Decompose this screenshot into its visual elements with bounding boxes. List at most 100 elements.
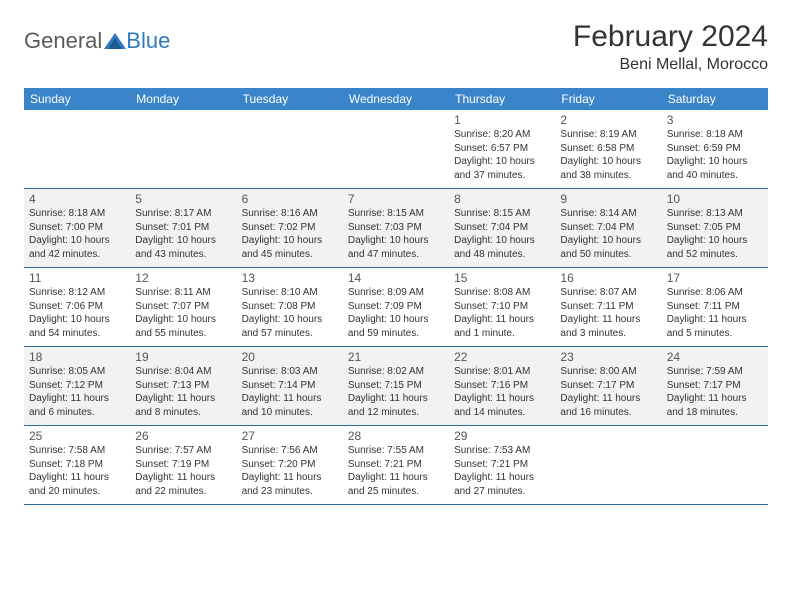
daylight-text: and 45 minutes. [242,248,338,262]
day-label: Saturday [662,88,768,110]
daylight-text: and 38 minutes. [560,169,656,183]
calendar-cell: 7Sunrise: 8:15 AMSunset: 7:03 PMDaylight… [343,189,449,267]
daylight-text: and 59 minutes. [348,327,444,341]
sunset-text: Sunset: 7:11 PM [667,300,763,314]
daylight-text: Daylight: 10 hours [560,155,656,169]
calendar-cell: 27Sunrise: 7:56 AMSunset: 7:20 PMDayligh… [237,426,343,504]
page-header: General Blue February 2024 Beni Mellal, … [24,20,768,74]
day-label: Tuesday [237,88,343,110]
sunset-text: Sunset: 7:14 PM [242,379,338,393]
calendar-cell: 13Sunrise: 8:10 AMSunset: 7:08 PMDayligh… [237,268,343,346]
calendar-cell: 19Sunrise: 8:04 AMSunset: 7:13 PMDayligh… [130,347,236,425]
daylight-text: Daylight: 11 hours [348,471,444,485]
calendar-cell: 1Sunrise: 8:20 AMSunset: 6:57 PMDaylight… [449,110,555,188]
day-number: 8 [454,192,550,206]
day-number: 5 [135,192,231,206]
daylight-text: and 43 minutes. [135,248,231,262]
sunset-text: Sunset: 7:18 PM [29,458,125,472]
calendar-cell: 25Sunrise: 7:58 AMSunset: 7:18 PMDayligh… [24,426,130,504]
sunrise-text: Sunrise: 8:07 AM [560,286,656,300]
daylight-text: and 40 minutes. [667,169,763,183]
daylight-text: Daylight: 11 hours [667,392,763,406]
daylight-text: and 47 minutes. [348,248,444,262]
page-title: February 2024 [573,20,768,54]
daylight-text: and 42 minutes. [29,248,125,262]
logo-text-blue: Blue [126,28,170,54]
sunrise-text: Sunrise: 8:04 AM [135,365,231,379]
calendar-cell: 2Sunrise: 8:19 AMSunset: 6:58 PMDaylight… [555,110,661,188]
sunrise-text: Sunrise: 8:02 AM [348,365,444,379]
calendar-cell [555,426,661,504]
daylight-text: and 37 minutes. [454,169,550,183]
sunrise-text: Sunrise: 8:10 AM [242,286,338,300]
sunset-text: Sunset: 6:58 PM [560,142,656,156]
calendar-cell: 28Sunrise: 7:55 AMSunset: 7:21 PMDayligh… [343,426,449,504]
day-number: 25 [29,429,125,443]
day-number: 14 [348,271,444,285]
sunrise-text: Sunrise: 8:18 AM [29,207,125,221]
sunrise-text: Sunrise: 8:17 AM [135,207,231,221]
day-number: 11 [29,271,125,285]
daylight-text: Daylight: 11 hours [667,313,763,327]
sunset-text: Sunset: 7:21 PM [454,458,550,472]
sunset-text: Sunset: 7:05 PM [667,221,763,235]
daylight-text: Daylight: 11 hours [560,392,656,406]
daylight-text: and 25 minutes. [348,485,444,499]
sunset-text: Sunset: 7:03 PM [348,221,444,235]
day-number: 3 [667,113,763,127]
day-number: 18 [29,350,125,364]
sunset-text: Sunset: 7:04 PM [454,221,550,235]
daylight-text: Daylight: 11 hours [242,392,338,406]
calendar-cell: 10Sunrise: 8:13 AMSunset: 7:05 PMDayligh… [662,189,768,267]
daylight-text: and 8 minutes. [135,406,231,420]
sunrise-text: Sunrise: 8:15 AM [454,207,550,221]
daylight-text: Daylight: 11 hours [454,313,550,327]
calendar-cell [237,110,343,188]
sunrise-text: Sunrise: 8:09 AM [348,286,444,300]
sunset-text: Sunset: 7:01 PM [135,221,231,235]
sunrise-text: Sunrise: 8:03 AM [242,365,338,379]
calendar-cell [662,426,768,504]
day-number: 2 [560,113,656,127]
daylight-text: and 16 minutes. [560,406,656,420]
daylight-text: Daylight: 10 hours [454,155,550,169]
calendar-week: 4Sunrise: 8:18 AMSunset: 7:00 PMDaylight… [24,189,768,268]
sunrise-text: Sunrise: 8:06 AM [667,286,763,300]
calendar-cell: 4Sunrise: 8:18 AMSunset: 7:00 PMDaylight… [24,189,130,267]
sunrise-text: Sunrise: 8:08 AM [454,286,550,300]
daylight-text: Daylight: 11 hours [242,471,338,485]
sunrise-text: Sunrise: 8:00 AM [560,365,656,379]
calendar-cell: 14Sunrise: 8:09 AMSunset: 7:09 PMDayligh… [343,268,449,346]
daylight-text: Daylight: 10 hours [454,234,550,248]
day-number: 16 [560,271,656,285]
calendar-cell: 12Sunrise: 8:11 AMSunset: 7:07 PMDayligh… [130,268,236,346]
sunset-text: Sunset: 7:20 PM [242,458,338,472]
sunset-text: Sunset: 7:12 PM [29,379,125,393]
calendar-cell: 5Sunrise: 8:17 AMSunset: 7:01 PMDaylight… [130,189,236,267]
daylight-text: and 5 minutes. [667,327,763,341]
sunset-text: Sunset: 7:08 PM [242,300,338,314]
daylight-text: Daylight: 11 hours [560,313,656,327]
day-number: 27 [242,429,338,443]
day-number: 21 [348,350,444,364]
day-number: 19 [135,350,231,364]
daylight-text: and 6 minutes. [29,406,125,420]
day-number: 29 [454,429,550,443]
sunset-text: Sunset: 6:59 PM [667,142,763,156]
daylight-text: and 55 minutes. [135,327,231,341]
sunrise-text: Sunrise: 7:59 AM [667,365,763,379]
daylight-text: and 3 minutes. [560,327,656,341]
sunrise-text: Sunrise: 7:58 AM [29,444,125,458]
daylight-text: and 18 minutes. [667,406,763,420]
calendar-cell: 15Sunrise: 8:08 AMSunset: 7:10 PMDayligh… [449,268,555,346]
daylight-text: and 1 minute. [454,327,550,341]
daylight-text: Daylight: 11 hours [348,392,444,406]
calendar-week: 11Sunrise: 8:12 AMSunset: 7:06 PMDayligh… [24,268,768,347]
sunrise-text: Sunrise: 7:53 AM [454,444,550,458]
calendar-cell: 11Sunrise: 8:12 AMSunset: 7:06 PMDayligh… [24,268,130,346]
daylight-text: Daylight: 11 hours [135,392,231,406]
daylight-text: and 50 minutes. [560,248,656,262]
day-number: 12 [135,271,231,285]
day-number: 26 [135,429,231,443]
daylight-text: Daylight: 10 hours [348,234,444,248]
